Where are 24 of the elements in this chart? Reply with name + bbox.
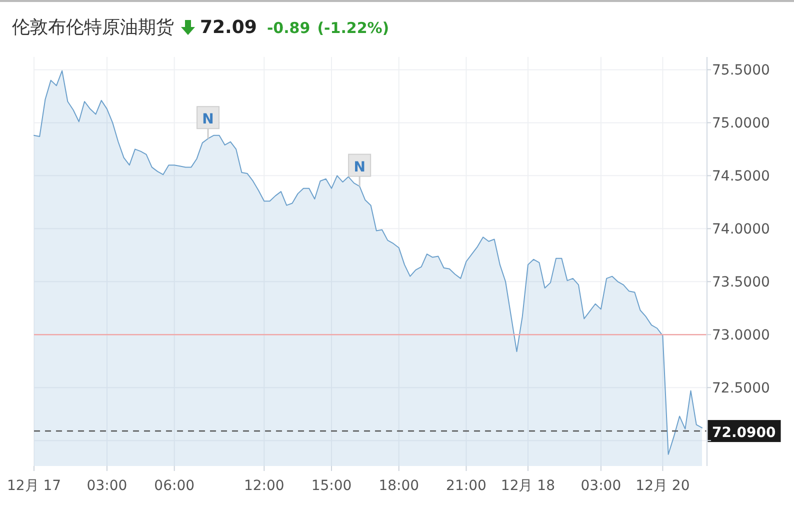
annotation: N	[354, 159, 366, 176]
chart-title: 伦敦布伦特原油期货	[12, 17, 174, 38]
text: 72.09	[200, 17, 257, 38]
y-tick-label: 72.5000	[712, 380, 770, 397]
x-tick-label: 18:00	[378, 478, 420, 494]
y-tick-label: 74.5000	[712, 168, 770, 185]
x-tick-label: 21:00	[446, 478, 486, 494]
x-tick-label: 12月 18	[500, 478, 556, 494]
annotation: N	[202, 112, 214, 128]
y-tick-label: 75.5000	[712, 62, 770, 79]
y-tick-label: 74.0000	[712, 222, 770, 238]
x-tick-label: 06:00	[154, 478, 195, 494]
x-tick-label: 03:00	[86, 478, 128, 494]
x-tick-label: 12月 17	[6, 478, 62, 494]
x-tick-label: 12:00	[244, 478, 284, 494]
text: (-1.22%)	[317, 19, 390, 37]
y-tick-label: 73.0000	[712, 328, 770, 344]
ref-line-label: 72.0900	[712, 425, 776, 442]
x-tick-label: 15:00	[311, 478, 352, 494]
y-tick-label: 73.5000	[712, 274, 770, 291]
x-tick-label: 03:00	[580, 478, 622, 494]
y-tick-label: 75.0000	[712, 116, 770, 132]
x-tick-label: 12月 20	[636, 478, 690, 494]
text: -0.89	[266, 19, 310, 37]
